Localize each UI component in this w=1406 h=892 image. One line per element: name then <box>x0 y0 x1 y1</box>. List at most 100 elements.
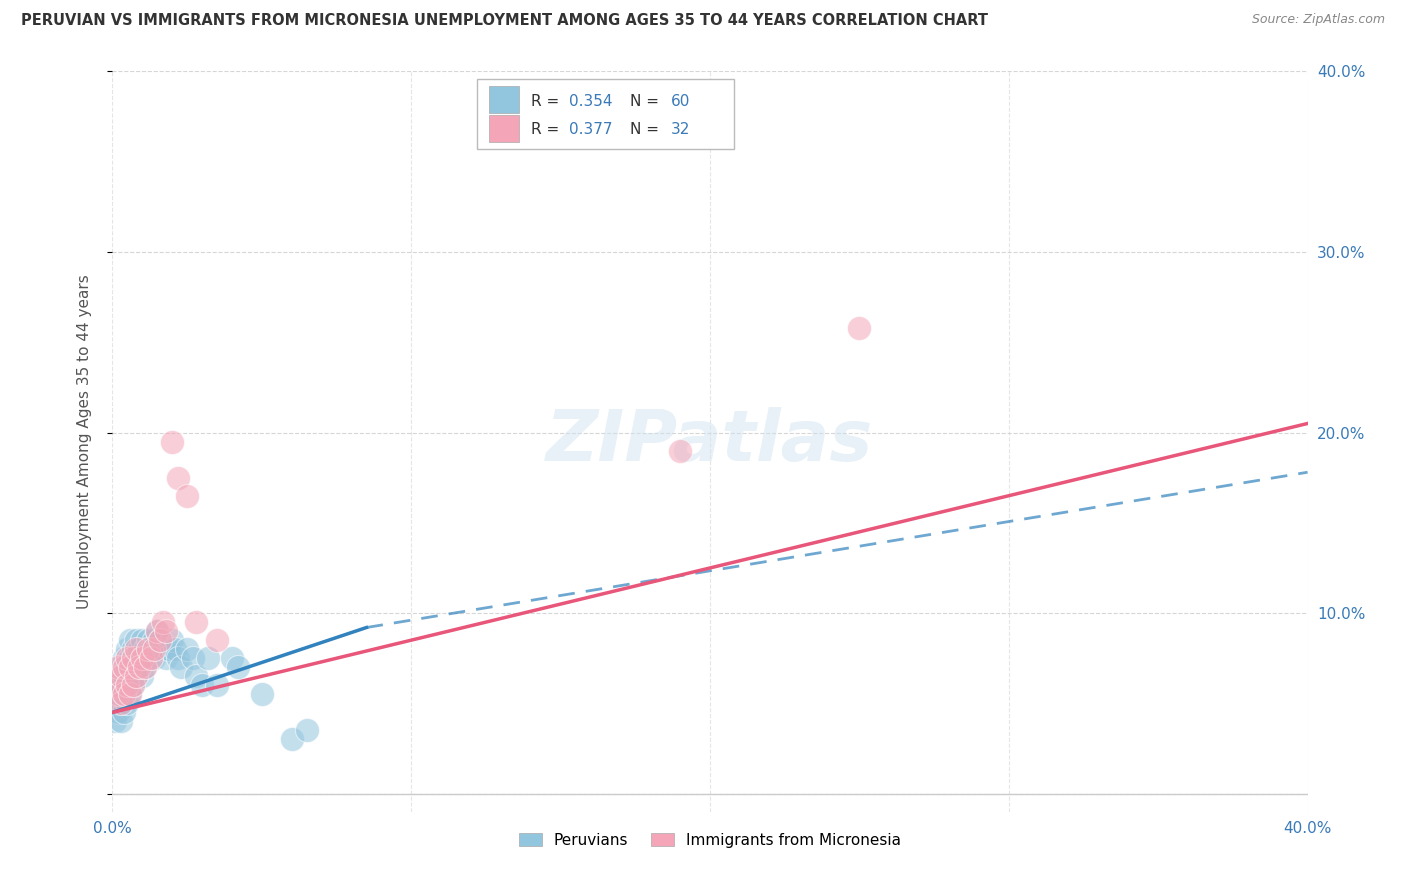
Point <box>120 660 142 674</box>
Point <box>104 697 127 711</box>
Point <box>122 660 145 674</box>
Point <box>107 660 129 674</box>
Point <box>181 651 204 665</box>
Point <box>141 642 163 657</box>
Point <box>114 687 135 701</box>
Point <box>167 651 190 665</box>
Point <box>134 660 156 674</box>
Text: PERUVIAN VS IMMIGRANTS FROM MICRONESIA UNEMPLOYMENT AMONG AGES 35 TO 44 YEARS CO: PERUVIAN VS IMMIGRANTS FROM MICRONESIA U… <box>21 13 988 29</box>
Point <box>152 615 174 629</box>
Point <box>125 669 148 683</box>
Point <box>114 660 135 674</box>
Point <box>107 678 129 692</box>
Point <box>226 660 249 674</box>
Text: 32: 32 <box>671 122 690 136</box>
Point <box>125 651 148 665</box>
Point <box>122 678 145 692</box>
Bar <box>489 115 519 142</box>
Point <box>143 642 166 657</box>
Point <box>128 660 150 674</box>
Point <box>167 470 190 484</box>
Point <box>250 687 273 701</box>
Point <box>117 697 139 711</box>
Text: N =: N = <box>630 94 664 109</box>
Point <box>122 651 145 665</box>
Point <box>146 642 169 657</box>
Point <box>128 642 150 657</box>
Point <box>162 633 183 648</box>
Point <box>110 669 132 683</box>
Point <box>117 678 139 692</box>
Point <box>155 651 177 665</box>
Point <box>162 434 183 449</box>
Point <box>104 714 127 729</box>
Point <box>221 651 243 665</box>
Point <box>131 651 153 665</box>
Point <box>146 624 169 639</box>
Point <box>110 697 132 711</box>
Point <box>295 723 318 738</box>
Point <box>117 678 139 692</box>
Point <box>186 615 208 629</box>
Point <box>114 651 135 665</box>
Text: 60: 60 <box>671 94 690 109</box>
Point <box>848 320 870 334</box>
Point <box>186 669 208 683</box>
Text: Source: ZipAtlas.com: Source: ZipAtlas.com <box>1251 13 1385 27</box>
Point <box>125 642 148 657</box>
Point <box>117 660 139 674</box>
Point <box>117 651 139 665</box>
Point <box>122 678 145 692</box>
Point <box>114 706 135 720</box>
Point <box>131 633 153 648</box>
Point <box>141 651 163 665</box>
Point <box>110 697 132 711</box>
Text: ZIPatlas: ZIPatlas <box>547 407 873 476</box>
Point <box>107 687 129 701</box>
Point <box>131 651 153 665</box>
Text: N =: N = <box>630 122 664 136</box>
Point <box>120 633 142 648</box>
Point <box>152 642 174 657</box>
Point <box>131 669 153 683</box>
Point <box>155 624 177 639</box>
Point <box>176 489 198 503</box>
Point <box>125 669 148 683</box>
Bar <box>489 86 519 112</box>
Text: R =: R = <box>531 94 564 109</box>
Point <box>149 633 172 648</box>
Point <box>138 642 160 657</box>
Point <box>143 633 166 648</box>
Point <box>114 669 135 683</box>
Point <box>205 678 228 692</box>
Point <box>107 706 129 720</box>
Point <box>281 732 304 747</box>
Point <box>120 651 142 665</box>
Point <box>149 633 172 648</box>
Text: R =: R = <box>531 122 564 136</box>
Point <box>138 651 160 665</box>
Point <box>134 642 156 657</box>
Point <box>110 678 132 692</box>
Point <box>669 443 692 458</box>
Point <box>120 687 142 701</box>
Legend: Peruvians, Immigrants from Micronesia: Peruvians, Immigrants from Micronesia <box>515 828 905 852</box>
Point <box>143 651 166 665</box>
Point <box>205 633 228 648</box>
Point <box>157 642 180 657</box>
Point <box>120 669 142 683</box>
Point <box>104 678 127 692</box>
Point <box>191 678 214 692</box>
Point <box>134 660 156 674</box>
Point <box>117 642 139 657</box>
Point <box>120 687 142 701</box>
Point <box>146 624 169 639</box>
Point <box>128 660 150 674</box>
FancyBboxPatch shape <box>477 78 734 149</box>
Point <box>197 651 219 665</box>
Point <box>122 642 145 657</box>
Point <box>107 687 129 701</box>
Point <box>110 714 132 729</box>
Text: 0.354: 0.354 <box>569 94 613 109</box>
Point <box>165 642 187 657</box>
